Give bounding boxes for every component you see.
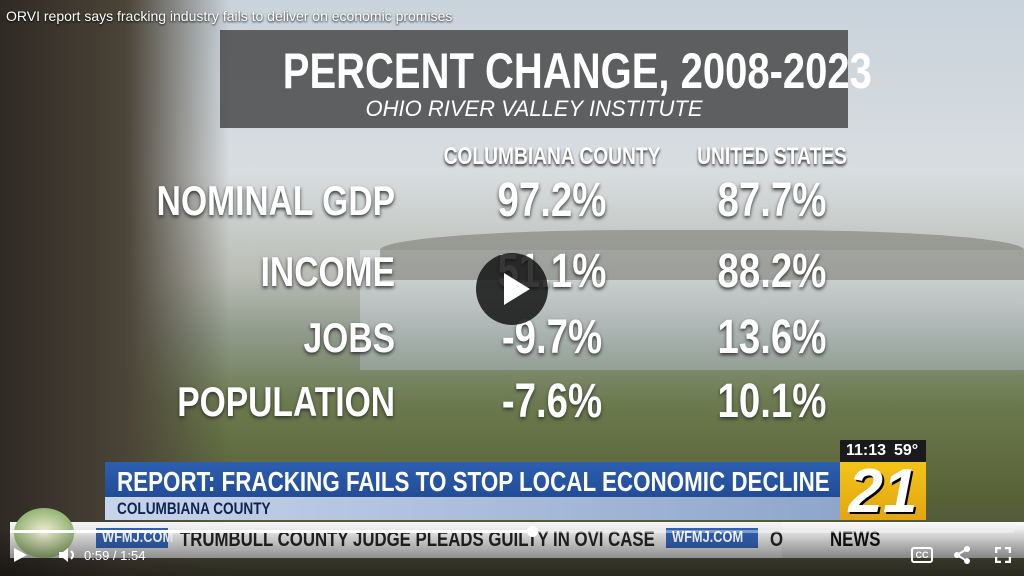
icon <box>955 548 968 562</box>
graphic-title: PERCENT CHANGE, 2008-2023 <box>282 43 872 99</box>
lower-third: REPORT: FRACKING FAILS TO STOP LOCAL ECO… <box>105 462 840 520</box>
ticker-source: WFMJ.COM <box>102 529 173 547</box>
progress-knob[interactable] <box>527 526 538 537</box>
ticker-tag <box>666 528 758 548</box>
cell-value: 51.1% <box>497 245 607 298</box>
progress-bar[interactable] <box>10 530 1014 533</box>
icon <box>70 550 74 560</box>
cell-value: 10.1% <box>717 375 827 428</box>
cell-value: -9.7% <box>501 311 603 364</box>
mute-button[interactable] <box>58 547 78 563</box>
icon <box>59 548 68 562</box>
play-triangle <box>504 273 530 305</box>
ticker-source: WFMJ.COM <box>672 529 743 547</box>
cell-value: 97.2% <box>497 174 607 227</box>
location: COLUMBIANA COUNTY <box>117 499 271 518</box>
ticker-section: NEWS <box>830 528 880 552</box>
graphic-title-box: PERCENT CHANGE, 2008-2023 OHIO RIVER VAL… <box>220 30 872 128</box>
progress-fill <box>10 530 532 533</box>
play-button[interactable] <box>476 253 548 325</box>
section-box <box>782 522 1024 558</box>
clock-bar: 11:13 59° <box>840 440 926 462</box>
share-button[interactable] <box>953 546 971 564</box>
headline: REPORT: FRACKING FAILS TO STOP LOCAL ECO… <box>117 466 830 497</box>
graphic-source: OHIO RIVER VALLEY INSTITUTE <box>365 96 703 121</box>
row-label: JOBS <box>303 314 396 361</box>
time-display: 0:59 / 1:54 <box>84 548 146 563</box>
column-header: COLUMBIANA COUNTY <box>443 143 661 170</box>
clock: 11:13 <box>846 442 887 459</box>
icon <box>14 548 27 562</box>
cell-value: -7.6% <box>501 375 603 428</box>
location-strip <box>105 497 840 520</box>
row-label: NOMINAL GDP <box>156 177 395 224</box>
channel-number: 21 <box>848 457 918 526</box>
row-label: INCOME <box>260 248 395 295</box>
cell-value: 88.2% <box>717 245 827 298</box>
captions-button[interactable]: CC <box>911 547 933 563</box>
play-icon <box>504 273 530 305</box>
column-header: UNITED STATES <box>697 143 847 170</box>
temperature: 59° <box>894 442 919 459</box>
ticker-text: O <box>770 528 783 552</box>
station-logo: 21 <box>840 457 926 526</box>
ticker-logo <box>14 508 74 558</box>
control-bar <box>0 528 1024 576</box>
cell-value: 13.6% <box>717 311 827 364</box>
row-label: POPULATION <box>177 378 395 425</box>
play-small-button[interactable] <box>12 547 28 563</box>
ticker-tag <box>96 528 168 548</box>
video-title: ORVI report says fracking industry fails… <box>6 8 453 24</box>
icon <box>995 547 1011 563</box>
fullscreen-button[interactable] <box>995 547 1011 563</box>
cell-value: 87.7% <box>717 174 827 227</box>
